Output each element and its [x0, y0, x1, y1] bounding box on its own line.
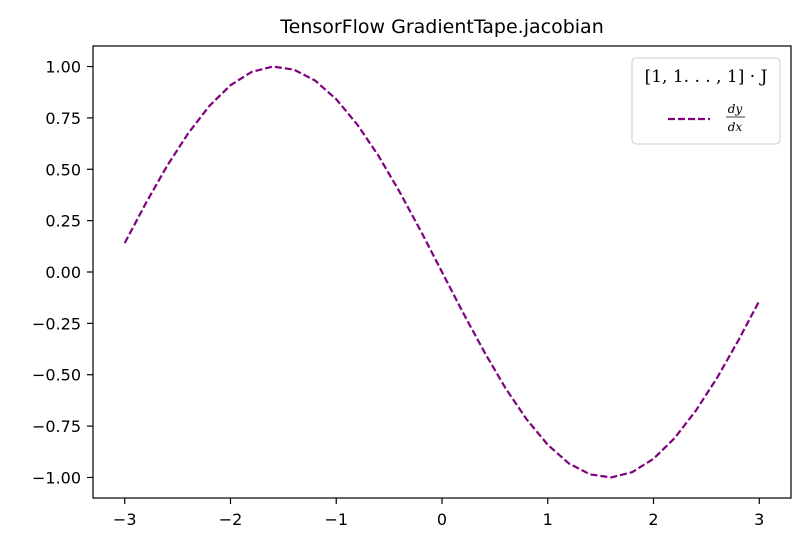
- x-tick-label: 3: [754, 510, 764, 529]
- y-axis: 1.00 0.75 0.50 0.25 0.00 −0.25 −0.50 −0.75 −1.00: [32, 58, 93, 487]
- legend-label-denominator: dx: [728, 120, 743, 134]
- y-tick-label: −0.75: [32, 417, 81, 436]
- legend-title: [1, 1. . . , 1] · J: [645, 67, 768, 87]
- y-tick-label: 0.50: [45, 160, 81, 179]
- legend: [1, 1. . . , 1] · J dy dx: [631, 57, 781, 145]
- y-tick-label: 0.25: [45, 212, 81, 231]
- x-axis: −3 −2 −1 0 1 2 3: [113, 498, 764, 529]
- y-tick-label: −0.25: [32, 314, 81, 333]
- x-tick-label: −2: [219, 510, 243, 529]
- y-tick-label: 0.00: [45, 263, 81, 282]
- series-layer: [123, 65, 761, 479]
- x-tick-label: 0: [437, 510, 447, 529]
- legend-label-numerator: dy: [728, 102, 743, 116]
- x-tick-label: −3: [113, 510, 137, 529]
- chart-title: TensorFlow GradientTape.jacobian: [279, 16, 603, 38]
- plot-area: −3 −2 −1 0 1 2 3 1.00 0.75 0.50 0.25 0.00 −0.25 −0.5…: [32, 45, 792, 529]
- x-tick-label: −1: [324, 510, 348, 529]
- x-tick-label: 2: [648, 510, 658, 529]
- y-tick-label: 0.75: [45, 109, 81, 128]
- legend-box: [631, 57, 781, 145]
- y-tick-label: 1.00: [45, 58, 81, 77]
- x-tick-label: 1: [543, 510, 553, 529]
- series-line: [123, 65, 761, 479]
- y-tick-label: −1.00: [32, 468, 81, 487]
- y-tick-label: −0.50: [32, 366, 81, 385]
